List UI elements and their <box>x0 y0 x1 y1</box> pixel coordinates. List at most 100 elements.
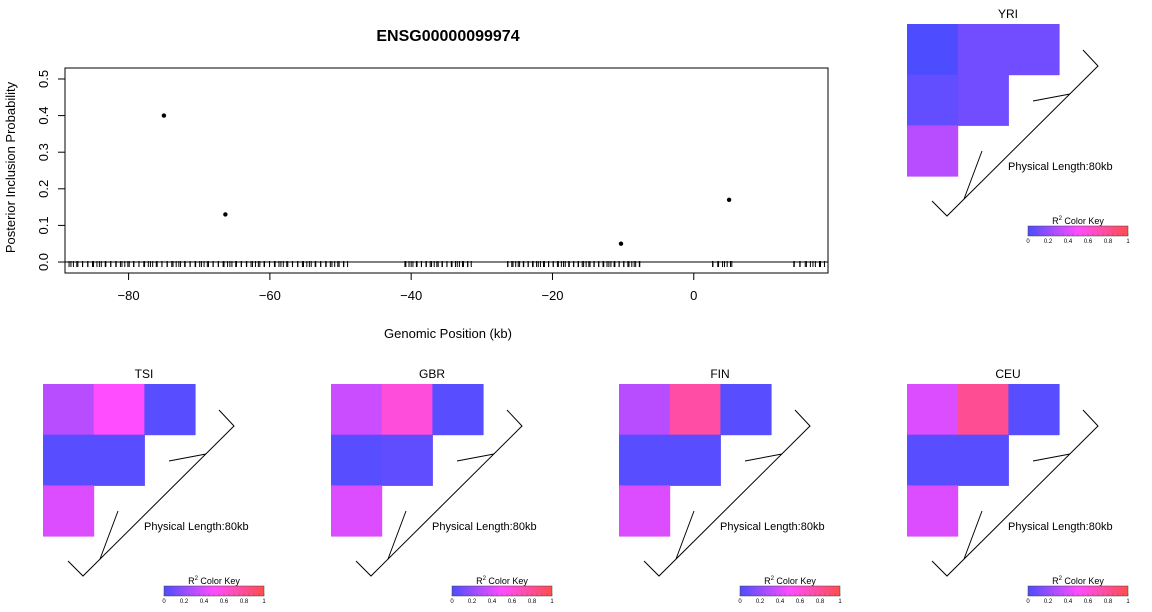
ld-cell <box>957 74 1009 126</box>
color-key-tick-label: 0.2 <box>1044 239 1053 245</box>
ld-frame <box>931 49 1099 217</box>
color-key-title-r: R <box>1052 216 1059 226</box>
y-tick-label: 0.1 <box>36 216 51 234</box>
color-key-tick-label: 0.2 <box>180 599 189 605</box>
plot-frame <box>64 67 829 274</box>
color-key-tick-label: 1 <box>1126 239 1130 245</box>
color-key-title-r: R <box>1052 576 1059 586</box>
y-axis-label: Posterior Inclusion Probability <box>3 81 18 253</box>
color-key-title-suffix: Color Key <box>1062 216 1105 226</box>
ld-cell <box>907 434 959 486</box>
ld-cell <box>720 384 772 436</box>
gene-marker <box>1032 93 1071 102</box>
color-key-tick-label: 0 <box>162 599 166 605</box>
color-key-tick-label: 1 <box>262 599 266 605</box>
ld-cell <box>432 384 484 436</box>
ld-cell <box>957 434 1009 486</box>
color-key-title-r: R <box>764 576 771 586</box>
color-key-tick-label: 0 <box>450 599 454 605</box>
color-key-tick-label: 1 <box>1126 599 1130 605</box>
color-key-title-suffix: Color Key <box>486 576 529 586</box>
ld-heatmap-panels: YRI Physical Length:80kb 0 0.2 0.4 0.6 0.8 1 R2 … <box>43 7 1130 605</box>
ld-frame <box>931 409 1099 577</box>
y-tick-label: 0.2 <box>36 180 51 198</box>
ld-cell <box>144 384 196 436</box>
gene-marker <box>1032 453 1071 462</box>
color-key-tick-label: 1 <box>838 599 842 605</box>
data-point <box>223 212 228 217</box>
color-key-title-r: R <box>188 576 195 586</box>
ld-panel-ceu: CEU Physical Length:80kb 0 0.2 0.4 0.6 0.8 1 R2 … <box>907 367 1130 605</box>
ld-cell <box>381 384 433 436</box>
ld-cell <box>907 485 959 537</box>
color-key-tick-label: 0.2 <box>468 599 477 605</box>
x-tick-label: −60 <box>259 288 281 303</box>
color-key-tick-label: 0.8 <box>240 599 249 605</box>
color-key-title: R2 Color Key <box>476 576 528 586</box>
color-key-tick-label: 0.8 <box>1104 239 1113 245</box>
population-label: TSI <box>135 367 154 381</box>
ld-cell <box>381 434 433 486</box>
population-label: CEU <box>995 367 1020 381</box>
gene-marker <box>744 453 783 462</box>
pip-scatter-panel: ENSG00000099974 −80 −60 −40 −20 0 0.0 0.1 0.2 0.3… <box>3 28 829 341</box>
color-key-title-superscript: 2 <box>1059 216 1063 222</box>
physical-length-label: Physical Length:80kb <box>1008 161 1113 173</box>
color-key-title-superscript: 2 <box>771 576 775 582</box>
y-tick-label: 0.0 <box>36 253 51 271</box>
color-key-title-superscript: 2 <box>1059 576 1063 582</box>
ld-panel-fin: FIN Physical Length:80kb 0 0.2 0.4 0.6 0.8 1 R2 … <box>619 367 842 605</box>
y-tick-label: 0.4 <box>36 107 51 125</box>
gene-marker <box>963 510 983 560</box>
ld-frame <box>355 409 523 577</box>
ld-cell <box>43 485 95 537</box>
ld-cell <box>43 384 95 436</box>
ld-cell <box>907 125 959 177</box>
ld-frame <box>643 409 811 577</box>
color-key-title-r: R <box>476 576 483 586</box>
color-key-title-superscript: 2 <box>483 576 487 582</box>
ld-cell <box>93 434 145 486</box>
color-key-tick-label: 0.2 <box>1044 599 1053 605</box>
population-label: GBR <box>419 367 445 381</box>
ld-cell <box>907 74 959 126</box>
color-key-tick-label: 1 <box>550 599 554 605</box>
population-label: YRI <box>998 7 1018 21</box>
color-key-title: R2 Color Key <box>764 576 816 586</box>
color-key-tick-label: 0 <box>1026 599 1030 605</box>
ld-cell <box>331 434 383 486</box>
color-key-title: R2 Color Key <box>1052 576 1104 586</box>
ld-cell <box>669 384 721 436</box>
color-key-tick-label: 0 <box>738 599 742 605</box>
color-key-tick-label: 0.6 <box>220 599 229 605</box>
ld-cell <box>93 384 145 436</box>
ld-panel-gbr: GBR Physical Length:80kb 0 0.2 0.4 0.6 0.8 1 R2 … <box>331 367 554 605</box>
ld-panel-tsi: TSI Physical Length:80kb 0 0.2 0.4 0.6 0.8 1 R2 … <box>43 367 266 605</box>
ld-panel-yri: YRI Physical Length:80kb 0 0.2 0.4 0.6 0.8 1 R2 … <box>907 7 1130 245</box>
color-key-tick-label: 0.8 <box>816 599 825 605</box>
ld-cell <box>619 485 671 537</box>
physical-length-label: Physical Length:80kb <box>432 521 537 533</box>
gene-marker <box>168 453 207 462</box>
color-key-tick-label: 0 <box>1026 239 1030 245</box>
color-key-tick-label: 0.4 <box>1064 599 1073 605</box>
color-key-tick-label: 0.4 <box>488 599 497 605</box>
ld-cell <box>331 485 383 537</box>
x-axis-label: Genomic Position (kb) <box>384 326 512 341</box>
ld-cell <box>1008 24 1060 76</box>
color-key-tick-label: 0.6 <box>508 599 517 605</box>
color-key-tick-label: 0.6 <box>1084 599 1093 605</box>
ld-cell <box>957 24 1009 76</box>
data-point <box>618 241 624 246</box>
ld-cell <box>907 24 959 76</box>
data-point <box>161 113 167 118</box>
gene-marker <box>456 453 495 462</box>
ld-cell <box>619 434 671 486</box>
color-key-title: R2 Color Key <box>1052 216 1104 226</box>
physical-length-label: Physical Length:80kb <box>144 521 249 533</box>
ld-cell <box>43 434 95 486</box>
color-key-tick-label: 0.6 <box>1084 239 1093 245</box>
y-tick-label: 0.3 <box>36 143 51 161</box>
color-key-title: R2 Color Key <box>188 576 240 586</box>
